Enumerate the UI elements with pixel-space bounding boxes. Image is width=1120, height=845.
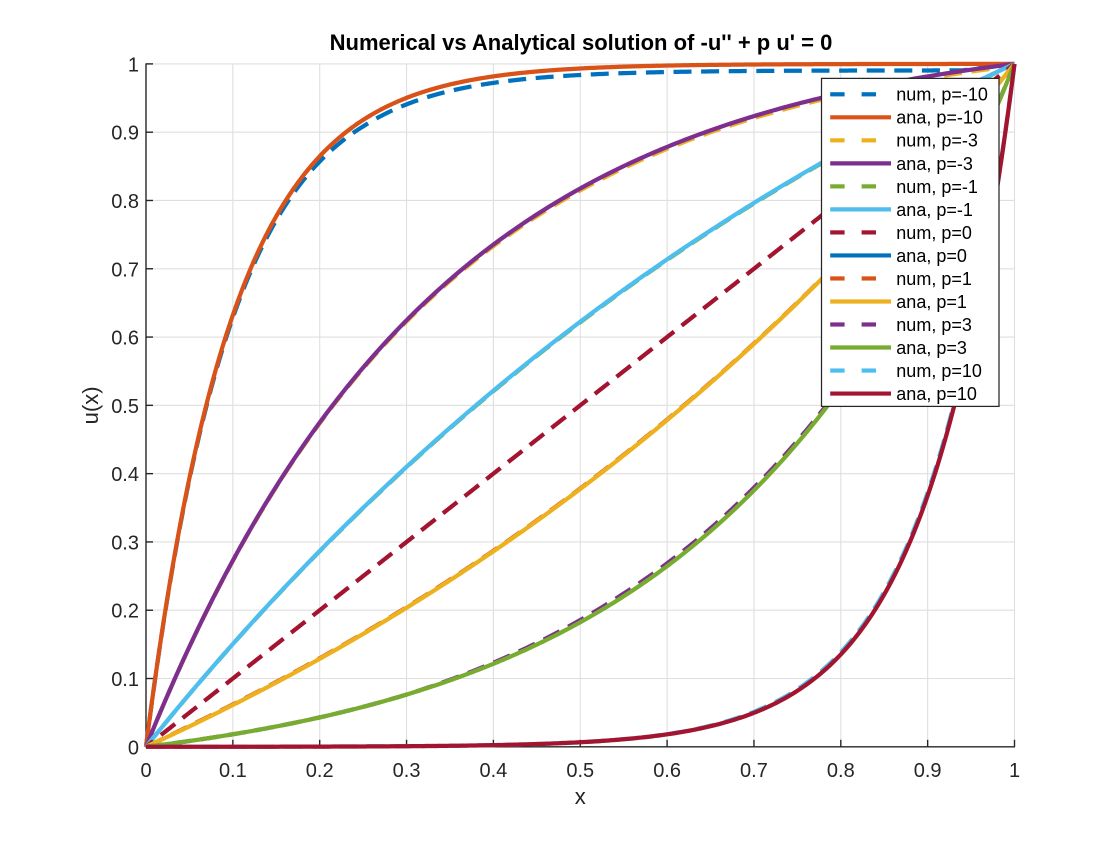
svg-text:num, p=3: num, p=3 <box>896 315 972 335</box>
svg-text:ana, p=-3: ana, p=-3 <box>896 154 973 174</box>
svg-text:ana, p=-1: ana, p=-1 <box>896 200 973 220</box>
svg-text:0.5: 0.5 <box>111 396 139 418</box>
svg-text:ana, p=-10: ana, p=-10 <box>896 108 983 128</box>
svg-text:num, p=0: num, p=0 <box>896 223 972 243</box>
svg-text:0.9: 0.9 <box>914 760 942 782</box>
svg-text:num, p=-1: num, p=-1 <box>896 177 978 197</box>
svg-text:0.1: 0.1 <box>219 760 247 782</box>
svg-text:ana, p=0: ana, p=0 <box>896 246 967 266</box>
svg-text:0.7: 0.7 <box>111 259 139 281</box>
svg-text:0.3: 0.3 <box>393 760 421 782</box>
svg-text:0.8: 0.8 <box>111 191 139 213</box>
svg-text:num, p=1: num, p=1 <box>896 269 972 289</box>
svg-text:num, p=-10: num, p=-10 <box>896 85 988 105</box>
svg-text:0.1: 0.1 <box>111 669 139 691</box>
svg-text:ana, p=10: ana, p=10 <box>896 384 977 404</box>
svg-text:ana, p=3: ana, p=3 <box>896 338 967 358</box>
svg-text:1: 1 <box>128 54 139 76</box>
svg-text:0.3: 0.3 <box>111 532 139 554</box>
svg-text:0.7: 0.7 <box>740 760 768 782</box>
svg-text:0.8: 0.8 <box>827 760 855 782</box>
svg-text:0.6: 0.6 <box>653 760 681 782</box>
svg-text:0: 0 <box>128 737 139 759</box>
svg-text:0.5: 0.5 <box>566 760 594 782</box>
svg-text:1: 1 <box>1009 760 1020 782</box>
svg-text:0.2: 0.2 <box>111 601 139 623</box>
svg-text:Numerical vs Analytical soluti: Numerical vs Analytical solution of -u''… <box>330 30 833 55</box>
svg-text:0.9: 0.9 <box>111 123 139 145</box>
svg-text:num, p=10: num, p=10 <box>896 361 982 381</box>
svg-text:0: 0 <box>140 760 151 782</box>
svg-text:0.2: 0.2 <box>306 760 334 782</box>
svg-text:0.4: 0.4 <box>111 464 139 486</box>
svg-text:u(x): u(x) <box>78 386 103 424</box>
svg-text:x: x <box>575 784 586 809</box>
svg-text:0.4: 0.4 <box>479 760 507 782</box>
svg-text:ana, p=1: ana, p=1 <box>896 292 967 312</box>
svg-text:0.6: 0.6 <box>111 328 139 350</box>
svg-text:num, p=-3: num, p=-3 <box>896 131 978 151</box>
